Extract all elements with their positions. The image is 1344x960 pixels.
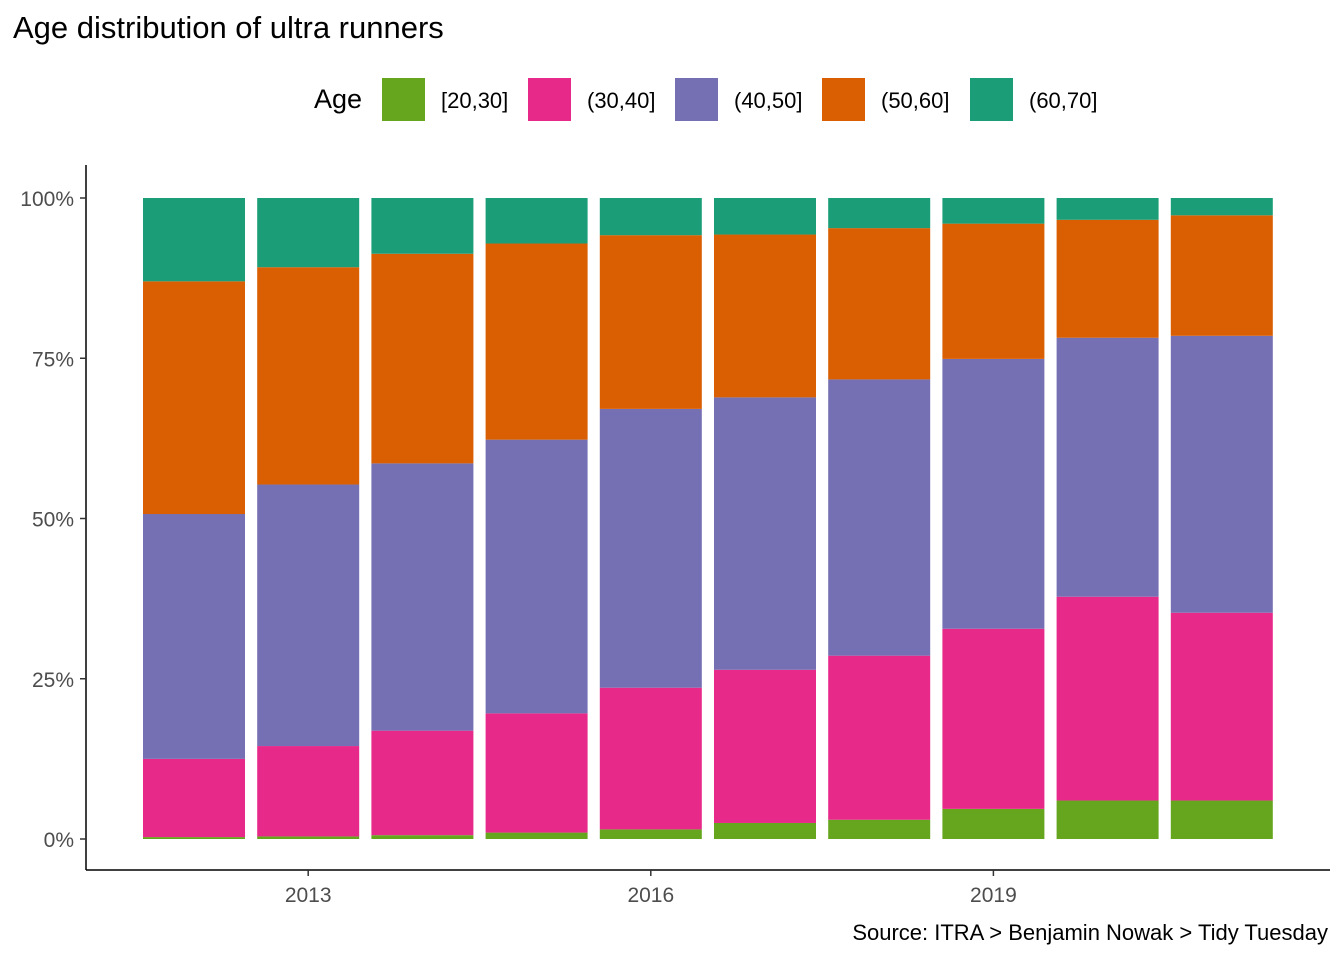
bar-2013-40-50 (257, 484, 360, 747)
bar-2019-50-60 (942, 223, 1045, 359)
bar-2020-20-30 (1056, 800, 1159, 839)
bar-2017-20-30 (714, 822, 816, 839)
x-tick-label: 2013 (285, 884, 332, 907)
bar-2019-20-30 (942, 808, 1045, 839)
y-tick-label: 75% (32, 348, 74, 371)
bar-2016-20-30 (599, 829, 702, 839)
legend-label-40-50: (40,50] (734, 88, 803, 113)
bar-2018-20-30 (828, 819, 931, 839)
bar-2015-40-50 (485, 439, 588, 714)
y-tick-label: 25% (32, 669, 74, 692)
bar-2021-60-70 (1170, 198, 1273, 216)
bar-2020-40-50 (1056, 337, 1159, 597)
bar-2012-30-40 (143, 758, 245, 838)
bar-2016-40-50 (599, 408, 702, 688)
legend-key-60-70 (970, 78, 1013, 121)
bar-2021-50-60 (1170, 215, 1273, 336)
bar-2015-50-60 (485, 243, 588, 440)
bar-2013-30-40 (257, 746, 360, 837)
chart-title: Age distribution of ultra runners (13, 10, 444, 45)
y-tick-label: 50% (32, 509, 74, 532)
bar-2016-50-60 (599, 235, 702, 409)
legend-key-30-40 (528, 78, 571, 121)
bar-2012-40-50 (143, 514, 245, 759)
bar-2013-20-30 (257, 836, 360, 839)
bar-2018-30-40 (828, 655, 931, 820)
bar-2021-20-30 (1170, 800, 1273, 839)
legend: Age [20,30] (30,40] (40,50] (50,60] (60,… (0, 78, 1344, 122)
bar-2019-60-70 (942, 198, 1045, 224)
bar-2018-50-60 (828, 228, 931, 380)
y-tick-label: 100% (20, 188, 74, 211)
bar-2017-40-50 (714, 397, 816, 670)
bar-2014-40-50 (371, 463, 474, 731)
bar-2016-60-70 (599, 198, 702, 236)
bar-2014-30-40 (371, 730, 474, 836)
bar-2018-60-70 (828, 198, 931, 229)
bar-2017-30-40 (714, 669, 816, 823)
legend-label-50-60: (50,60] (881, 88, 950, 113)
bar-2017-60-70 (714, 198, 816, 235)
y-tick-label: 0% (44, 829, 74, 852)
bar-2014-60-70 (371, 198, 474, 254)
bar-2012-60-70 (143, 198, 245, 282)
bar-2018-40-50 (828, 379, 931, 656)
x-tick-label: 2019 (970, 884, 1017, 907)
legend-key-40-50 (675, 78, 718, 121)
bar-2014-20-30 (371, 835, 474, 839)
bar-2016-30-40 (599, 687, 702, 830)
bar-2021-40-50 (1170, 335, 1273, 613)
x-tick-label: 2016 (627, 884, 674, 907)
legend-key-20-30 (382, 78, 425, 121)
bar-2019-30-40 (942, 628, 1045, 809)
bar-2015-30-40 (485, 713, 588, 833)
bar-2012-50-60 (143, 281, 245, 515)
bar-2020-30-40 (1056, 596, 1159, 801)
bar-2021-30-40 (1170, 612, 1273, 801)
legend-label-60-70: (60,70] (1029, 88, 1098, 113)
bar-2015-60-70 (485, 198, 588, 244)
bar-2017-50-60 (714, 234, 816, 398)
legend-title: Age (314, 84, 363, 114)
bar-2013-50-60 (257, 267, 360, 485)
chart-caption: Source: ITRA > Benjamin Nowak > Tidy Tue… (852, 920, 1328, 945)
bar-2020-50-60 (1056, 219, 1159, 338)
legend-key-50-60 (822, 78, 865, 121)
bar-2014-50-60 (371, 253, 474, 464)
bar-2019-40-50 (942, 358, 1045, 629)
bar-2020-60-70 (1056, 198, 1159, 220)
bar-2015-20-30 (485, 832, 588, 839)
bar-2012-20-30 (143, 837, 245, 839)
legend-label-30-40: (30,40] (587, 88, 656, 113)
legend-label-20-30: [20,30] (441, 88, 509, 113)
bar-2013-60-70 (257, 198, 360, 268)
